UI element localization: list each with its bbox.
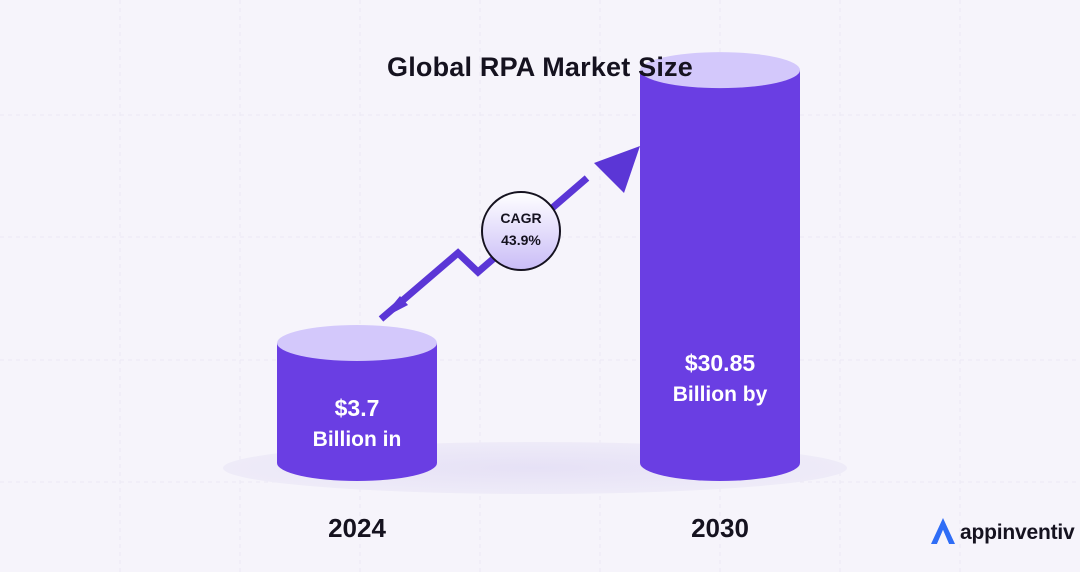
bar-2030: $30.85 Billion by	[640, 52, 800, 481]
category-label-2030: 2030	[691, 513, 749, 543]
brand-logo[interactable]: appinventiv	[930, 517, 1075, 549]
category-label-2024: 2024	[328, 513, 386, 543]
cagr-label: CAGR	[500, 210, 541, 226]
cagr-value: 43.9%	[501, 232, 541, 248]
data-label-2024-unit: Billion in	[313, 428, 402, 451]
brand-name: appinventiv	[960, 521, 1075, 544]
chart-title: Global RPA Market Size	[387, 52, 693, 82]
bar-top-2030	[640, 52, 800, 89]
bar-top-2024	[277, 325, 437, 361]
data-label-2030-value: $30.85	[685, 350, 756, 376]
bar-body-2030	[640, 70, 800, 481]
cagr-badge: CAGR 43.9%	[481, 191, 561, 271]
bar-2024: $3.7 Billion in	[277, 325, 437, 481]
bars-group: $3.7 Billion in $30.85 Billion by	[277, 52, 800, 481]
data-label-2024-value: $3.7	[335, 395, 380, 421]
appinventiv-logo-icon	[930, 517, 956, 550]
data-label-2030-unit: Billion by	[673, 383, 768, 406]
bar-body-2024	[277, 343, 437, 481]
